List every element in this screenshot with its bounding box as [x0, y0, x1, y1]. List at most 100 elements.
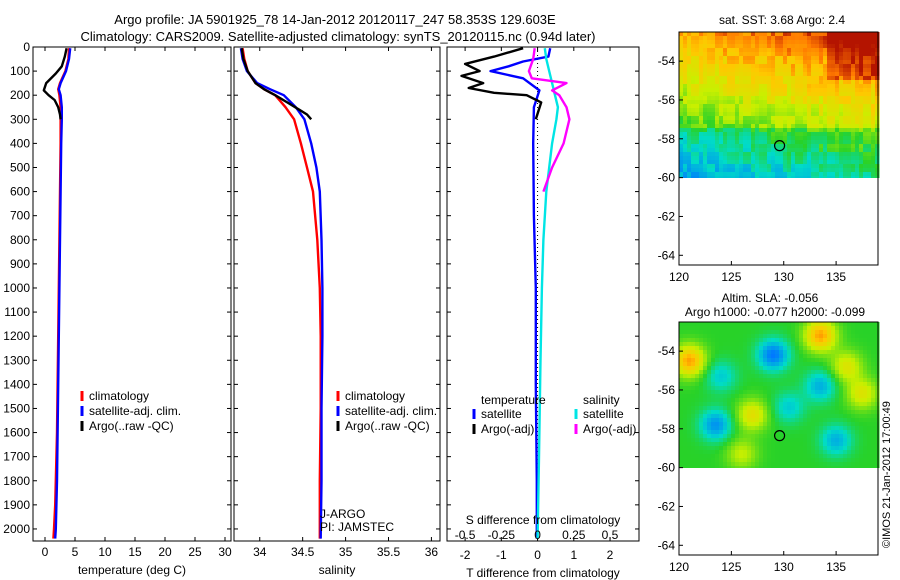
sst-map-cell — [795, 56, 800, 61]
sla-map-cell — [875, 390, 880, 395]
sst-map-cell — [795, 136, 800, 141]
sst-map-cell — [811, 136, 816, 141]
sla-map-cell — [811, 326, 816, 331]
sst-map-cell — [847, 72, 852, 77]
sla-map-cell — [795, 462, 800, 467]
sst-map-cell — [711, 144, 716, 149]
sst-map-cell — [811, 120, 816, 125]
sla-map-cell — [811, 338, 816, 343]
sst-map-cell — [847, 176, 852, 178]
sla-map-cell — [831, 390, 836, 395]
sla-map-cell — [683, 438, 688, 443]
sla-map-cell — [831, 466, 836, 468]
sla-map-cell — [679, 442, 684, 447]
sst-map-cell — [859, 36, 864, 41]
sla-map-cell — [691, 366, 696, 371]
sla-map-cell — [723, 430, 728, 435]
sst-map-cell — [715, 112, 720, 117]
sst-map-cell — [767, 44, 772, 49]
sla-map-cell — [775, 358, 780, 363]
sla-map-cell — [871, 366, 876, 371]
sla-map-cell — [731, 402, 736, 407]
sst-map-cell — [795, 152, 800, 157]
sla-map-cell — [859, 338, 864, 343]
sst-map-cell — [775, 88, 780, 93]
sst-map-cell — [723, 140, 728, 145]
sst-map-cell — [751, 160, 756, 165]
sst-map-cell — [767, 32, 772, 37]
sst-map-cell — [851, 40, 856, 45]
sst-map-cell — [787, 144, 792, 149]
sst-map-cell — [695, 52, 700, 57]
sst-map-cell — [763, 120, 768, 125]
sla-map-cell — [839, 346, 844, 351]
sla-map-cell — [787, 390, 792, 395]
sst-map-cell — [723, 56, 728, 61]
sst-map-cell — [727, 76, 732, 81]
sla-map-cell — [779, 466, 784, 468]
sla-map-cell — [699, 430, 704, 435]
sst-map-cell — [843, 92, 848, 97]
sla-map-cell — [855, 402, 860, 407]
sst-map-cell — [687, 60, 692, 65]
sst-map-cell — [703, 160, 708, 165]
sla-map-cell — [715, 394, 720, 399]
sla-map-cell — [791, 394, 796, 399]
sla-map-cell — [759, 462, 764, 467]
sst-map-cell — [687, 108, 692, 113]
sla-map-cell — [827, 410, 832, 415]
sst-map-cell — [703, 148, 708, 153]
sst-map-lat-tick-label: -64 — [658, 248, 676, 262]
sla-map-cell — [807, 454, 812, 459]
sst-map-cell — [759, 152, 764, 157]
sla-map-cell — [771, 322, 776, 327]
sst-map-cell — [743, 164, 748, 169]
sst-map-cell — [767, 48, 772, 53]
sst-map-cell — [735, 64, 740, 69]
sla-map-cell — [799, 454, 804, 459]
sst-map-cell — [699, 160, 704, 165]
sst-map-cell — [715, 144, 720, 149]
sla-map-cell — [815, 450, 820, 455]
sst-map-cell — [747, 40, 752, 45]
sst-map-cell — [679, 104, 684, 109]
sla-map-cell — [719, 466, 724, 468]
sst-map-cell — [847, 132, 852, 137]
sla-map-cell — [743, 466, 748, 468]
sst-map-cell — [743, 168, 748, 173]
sst-map-cell — [831, 84, 836, 89]
sst-map-cell — [863, 68, 868, 73]
sla-map-cell — [695, 394, 700, 399]
sla-map-cell — [807, 346, 812, 351]
sla-map-cell — [707, 374, 712, 379]
sla-map-cell — [867, 334, 872, 339]
sst-map-cell — [787, 68, 792, 73]
sla-map-cell — [755, 334, 760, 339]
sst-map-cell — [711, 88, 716, 93]
sla-map-cell — [771, 338, 776, 343]
sla-map-cell — [823, 466, 828, 468]
sla-map-cell — [695, 346, 700, 351]
sst-map-cell — [835, 108, 840, 113]
sst-map-cell — [799, 160, 804, 165]
sst-map-cell — [779, 152, 784, 157]
sst-map-cell — [859, 124, 864, 129]
sst-map-cell — [859, 40, 864, 45]
sst-map-cell — [695, 156, 700, 161]
sst-map-cell — [767, 76, 772, 81]
sst-map-cell — [875, 56, 880, 61]
sst-map-cell — [871, 52, 876, 57]
sst-map-cell — [867, 176, 872, 178]
temperature-frame — [32, 46, 232, 542]
sla-map-cell — [695, 366, 700, 371]
sst-map-cell — [787, 92, 792, 97]
sla-map-cell — [823, 458, 828, 463]
sst-map-cell — [735, 112, 740, 117]
sst-map-cell — [759, 108, 764, 113]
sst-map-cell — [851, 108, 856, 113]
sla-map-cell — [843, 422, 848, 427]
sla-map-cell — [863, 362, 868, 367]
sla-map-cell — [779, 430, 784, 435]
sla-map-cell — [679, 374, 684, 379]
sla-map-cell — [679, 322, 684, 327]
